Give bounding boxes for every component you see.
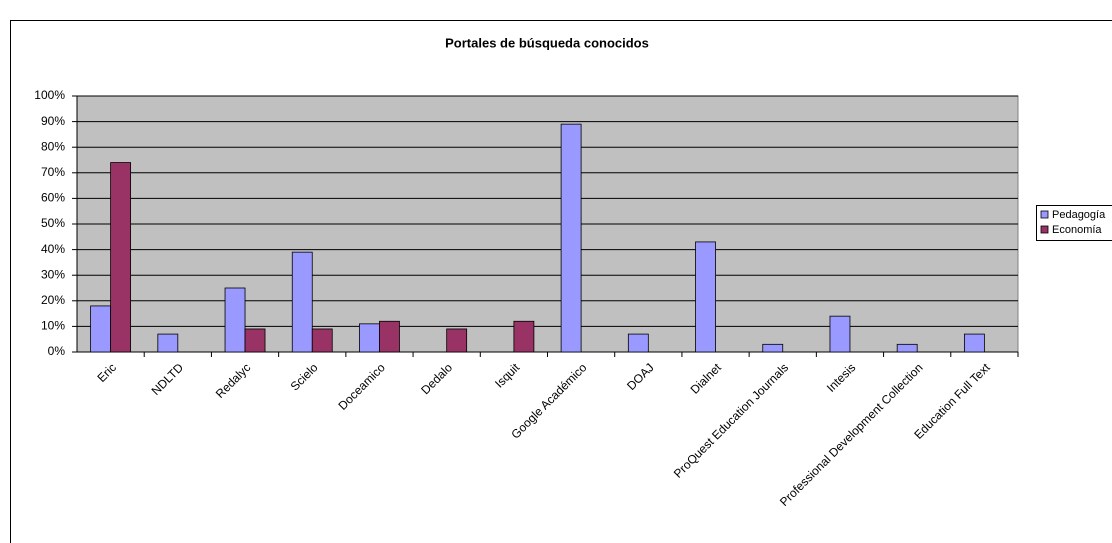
- bar: [963, 333, 985, 353]
- y-tick-label: 20%: [41, 293, 65, 307]
- chart-title: Portales de búsqueda conocidos: [445, 35, 649, 50]
- legend-swatch: [1040, 210, 1049, 219]
- bar: [110, 162, 132, 353]
- bar: [896, 343, 918, 353]
- bar: [379, 320, 400, 353]
- bar: [695, 241, 716, 353]
- bar: [829, 315, 851, 353]
- bar: [627, 333, 649, 353]
- bar: [513, 320, 535, 353]
- bar: [291, 251, 313, 353]
- bar: [90, 305, 112, 353]
- y-tick-label: 80%: [41, 139, 65, 153]
- y-tick-label: 90%: [41, 114, 65, 128]
- y-tick-label: 100%: [34, 88, 65, 102]
- bar: [244, 328, 266, 353]
- y-tick-label: 30%: [41, 267, 65, 281]
- bar: [446, 328, 468, 353]
- legend-swatch: [1040, 225, 1049, 234]
- y-tick-label: 60%: [41, 191, 65, 205]
- bar: [359, 323, 380, 353]
- bar: [560, 123, 582, 353]
- y-tick-label: 70%: [41, 165, 65, 179]
- bar: [224, 287, 246, 353]
- bar: [311, 328, 333, 353]
- y-tick-label: 50%: [41, 216, 65, 230]
- legend-label: Economía: [1052, 224, 1102, 236]
- bar: [157, 333, 179, 353]
- bar: [762, 343, 784, 353]
- y-tick-label: 0%: [48, 344, 66, 358]
- y-tick-label: 10%: [41, 319, 65, 333]
- legend-box: [1036, 205, 1112, 241]
- legend-label: Pedagogía: [1052, 209, 1106, 221]
- y-tick-label: 40%: [41, 242, 65, 256]
